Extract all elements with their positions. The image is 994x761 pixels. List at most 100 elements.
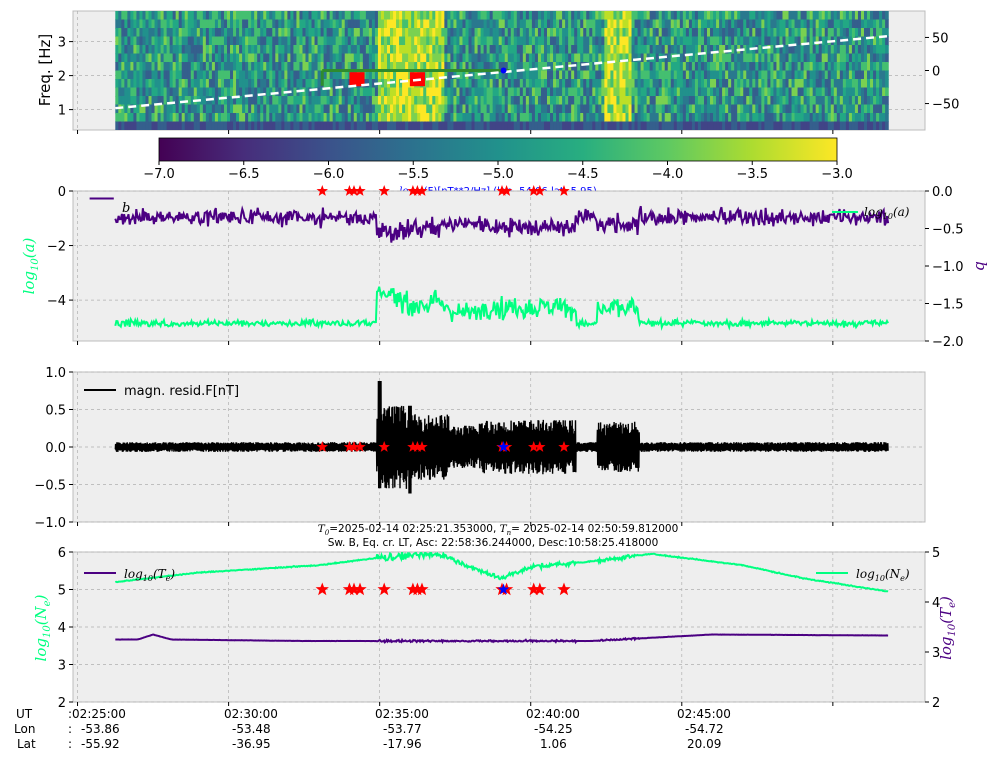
spectrogram-cell <box>646 79 651 89</box>
spectrogram-cell <box>459 121 464 130</box>
spectrogram-cell <box>534 11 539 21</box>
spectrogram-cell <box>211 28 216 38</box>
spectrogram-cell <box>296 45 301 55</box>
spectrogram-cell <box>205 79 210 89</box>
spectrogram-cell <box>758 11 762 21</box>
spectrogram-cell <box>456 45 461 55</box>
spectrogram-cell <box>873 113 877 123</box>
spectrogram-cell <box>812 36 817 46</box>
spectrogram-cell <box>658 87 663 97</box>
spectrogram-cell <box>746 19 750 29</box>
spectrogram-cell <box>731 36 735 46</box>
spectrogram-cell <box>293 79 298 89</box>
spectrogram-cell <box>450 104 455 114</box>
spectrogram-cell <box>547 11 551 21</box>
spectrogram-cell <box>236 121 240 130</box>
spectrogram-cell <box>359 104 364 114</box>
spectrogram-cell <box>347 121 352 130</box>
spectrogram-cell <box>371 19 376 29</box>
spectrogram-cell <box>580 70 584 80</box>
spectrogram-cell <box>453 45 458 55</box>
spectrogram-cell <box>417 36 421 46</box>
spectrogram-cell <box>444 79 448 89</box>
spectrogram-cell <box>601 11 605 21</box>
t0-value: =2025-02-14 02:25:21.353000, <box>329 523 499 535</box>
spectrogram-cell <box>740 70 744 80</box>
spectrogram-cell <box>571 19 575 29</box>
spectrogram-cell <box>254 45 258 55</box>
spectrogram-cell <box>447 28 451 38</box>
plasma-ylabel-left: log10(Ne) <box>32 594 53 661</box>
spectrogram-cell <box>836 36 841 46</box>
spectrogram-cell <box>863 79 868 89</box>
spectrogram-cell <box>308 28 313 38</box>
spectrogram-cell <box>528 62 533 72</box>
spectrogram-cell <box>127 113 131 123</box>
plasma-ylabel-right: log10(Te) <box>937 596 958 660</box>
spectrogram-cell <box>534 104 539 114</box>
spectrogram-cell <box>184 28 189 38</box>
spectrogram-cell <box>867 79 871 89</box>
spectrogram-cell <box>631 19 636 29</box>
spectrogram-right-ticks: 500−50 <box>925 31 959 113</box>
spectrogram-cell <box>682 104 687 114</box>
spectrogram-cell <box>151 79 156 89</box>
spectrogram-cell <box>190 70 195 80</box>
spectrogram-cell <box>151 53 156 63</box>
spectrogram-cell <box>477 121 482 130</box>
right-tick-label: −50 <box>932 98 959 113</box>
spectrogram-cell <box>562 53 566 63</box>
spectrogram-cell <box>353 87 358 97</box>
spectrogram-cell <box>710 70 714 80</box>
spectrogram-cell <box>655 96 660 106</box>
spectrogram-cell <box>414 121 418 130</box>
spectrogram-cell <box>655 36 660 46</box>
spectrogram-cell <box>809 62 814 72</box>
spectrogram-cell <box>130 11 135 21</box>
spectrogram-cell <box>320 62 325 72</box>
spectrogram-cell <box>631 28 636 38</box>
spectrogram-cell <box>335 45 340 55</box>
spectrogram-cell <box>230 87 234 97</box>
spectrogram-cell <box>263 53 267 63</box>
spectrogram-cell <box>522 96 527 106</box>
spectrogram-cell <box>483 53 488 63</box>
spectrogram-cell <box>685 19 690 29</box>
spectrogram-cell <box>160 113 165 123</box>
spectrogram-cell <box>399 87 403 97</box>
spectrogram-cell <box>266 19 270 29</box>
spectrogram-cell <box>637 70 642 80</box>
spectrogram-cell <box>860 87 865 97</box>
spectrogram-cell <box>640 113 645 123</box>
spectrogram-cell <box>604 79 608 89</box>
spectrogram-cell <box>190 53 195 63</box>
spectrogram-cell <box>468 104 473 114</box>
spectrogram-cell <box>390 19 394 29</box>
spectrogram-cell <box>700 45 705 55</box>
spectrogram-cell <box>550 121 554 130</box>
spectrogram-cell <box>242 53 246 63</box>
spectrogram-cell <box>438 113 442 123</box>
spectrogram-cell <box>356 36 361 46</box>
spectrogram-cell <box>444 11 448 21</box>
spectrogram-cell <box>571 45 575 55</box>
spectrogram-cell <box>568 11 572 21</box>
spectrogram-cell <box>257 96 261 106</box>
spectrogram-cell <box>332 96 337 106</box>
spectrogram-cell <box>486 28 491 38</box>
spectrogram-cell <box>559 53 563 63</box>
spectrogram-cell <box>202 62 207 72</box>
spectrogram-cell <box>480 104 485 114</box>
spectrogram-cell <box>767 19 772 29</box>
spectrogram-cell <box>257 104 261 114</box>
spectrogram-cell <box>779 113 784 123</box>
spectrogram-cell <box>450 70 455 80</box>
event-star <box>407 441 419 452</box>
spectrogram-cell <box>785 87 790 97</box>
spectrogram-cell <box>272 62 276 72</box>
spectrogram-cell <box>233 62 237 72</box>
spectrogram-cell <box>362 62 367 72</box>
spectrogram-cell <box>387 96 391 106</box>
spectrogram-cell <box>145 28 150 38</box>
spectrogram-cell <box>498 19 503 29</box>
